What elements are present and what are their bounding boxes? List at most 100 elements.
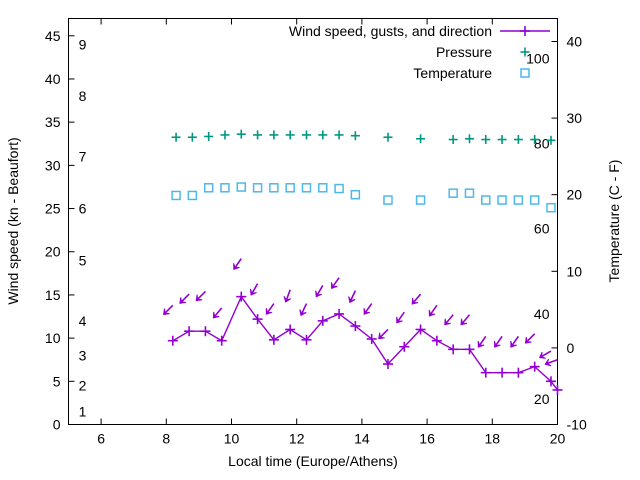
beaufort-label: 6 bbox=[79, 201, 87, 217]
y-tick-label: 40 bbox=[45, 71, 61, 87]
x-tick-label: 18 bbox=[485, 431, 501, 447]
barb-head bbox=[428, 309, 436, 317]
legend-label: Pressure bbox=[436, 44, 492, 60]
beaufort-label: 9 bbox=[79, 36, 87, 52]
plot-frame bbox=[68, 18, 558, 425]
x-tick-label: 20 bbox=[550, 431, 566, 447]
fahrenheit-label: 20 bbox=[534, 391, 550, 407]
barb-head bbox=[524, 336, 532, 344]
chart-legend: Wind speed, gusts, and direction Pressure… bbox=[289, 23, 550, 81]
legend-label: Wind speed, gusts, and direction bbox=[289, 23, 492, 39]
y2-axis-title: Temperature (C - F) bbox=[606, 160, 622, 283]
wind-direction-barb bbox=[378, 328, 389, 340]
series-temperature bbox=[171, 182, 556, 213]
x-tick-label: 14 bbox=[354, 431, 370, 447]
barb-head bbox=[249, 288, 257, 296]
beaufort-label: 5 bbox=[79, 252, 87, 268]
wind-direction-barb bbox=[265, 303, 275, 315]
wind-direction-barb bbox=[510, 335, 520, 348]
wind-direction-barb bbox=[348, 290, 357, 304]
temperature-marker bbox=[269, 183, 279, 193]
barb-head bbox=[283, 295, 292, 303]
y-axis-title: Wind speed (kn - Beaufort) bbox=[5, 137, 21, 304]
barb-head bbox=[315, 290, 322, 298]
barb-head bbox=[444, 318, 451, 326]
wind-direction-barb bbox=[544, 358, 558, 367]
wind-direction-barb bbox=[363, 303, 373, 315]
temperature-marker bbox=[203, 183, 214, 193]
barb-head bbox=[265, 308, 273, 315]
beaufort-scale-labels: 1 2 3 4 5 6 7 8 9 bbox=[79, 36, 87, 419]
x-tick-label: 6 bbox=[97, 431, 105, 447]
barb-head bbox=[348, 296, 356, 304]
fahrenheit-label: 60 bbox=[534, 220, 550, 236]
temperature-marker bbox=[448, 188, 458, 198]
barb-head bbox=[477, 340, 485, 348]
barb-head bbox=[195, 294, 203, 302]
barb-head bbox=[330, 282, 338, 289]
beaufort-label: 1 bbox=[79, 404, 87, 420]
barb-head bbox=[299, 309, 307, 317]
barb-head bbox=[163, 308, 170, 316]
wind-direction-barb bbox=[444, 314, 454, 326]
barb-head bbox=[363, 308, 371, 315]
barb-head bbox=[396, 316, 403, 324]
legend-marker bbox=[520, 68, 530, 78]
series-pressure bbox=[171, 129, 556, 145]
y-tick-label: 25 bbox=[45, 201, 61, 217]
wind-direction-barb bbox=[195, 290, 206, 302]
series-wind bbox=[163, 258, 563, 395]
temperature-marker bbox=[220, 183, 230, 193]
temperature-marker bbox=[529, 195, 540, 205]
wind-direction-barb bbox=[538, 350, 552, 359]
wind-direction-barb bbox=[396, 311, 405, 324]
barb-head bbox=[493, 340, 501, 348]
wind-direction-barb bbox=[179, 293, 190, 304]
temperature-marker bbox=[187, 190, 198, 201]
wind-direction-barb bbox=[163, 304, 174, 316]
legend-label: Temperature bbox=[413, 65, 492, 81]
beaufort-label: 2 bbox=[79, 378, 87, 394]
fahrenheit-label: 40 bbox=[534, 306, 550, 322]
beaufort-label: 3 bbox=[79, 347, 87, 363]
wind-direction-barb bbox=[249, 283, 259, 296]
barb-head bbox=[378, 332, 385, 340]
temperature-marker bbox=[415, 195, 426, 205]
temperature-marker bbox=[236, 182, 247, 192]
temperature-marker bbox=[383, 195, 393, 205]
wind-direction-barb bbox=[477, 335, 487, 348]
wind-direction-barb bbox=[233, 258, 242, 270]
beaufort-label: 8 bbox=[79, 88, 87, 104]
wind-direction-barb bbox=[299, 303, 308, 317]
x-tick-label: 12 bbox=[289, 431, 305, 447]
barb-head bbox=[411, 297, 419, 305]
temperature-marker bbox=[350, 189, 361, 200]
y-axis-ticks: 0 5 10 15 20 25 30 35 40 45 bbox=[45, 28, 75, 433]
y2-axis-ticks: -10 0 10 20 30 40 bbox=[551, 33, 587, 433]
x-axis-title: Local time (Europe/Athens) bbox=[228, 453, 398, 469]
barb-head bbox=[538, 351, 546, 359]
temperature-marker bbox=[171, 190, 181, 201]
wind-direction-barb bbox=[330, 277, 340, 289]
y2-tick-label: 30 bbox=[567, 110, 583, 126]
barb-head bbox=[233, 263, 240, 270]
y2-tick-label: 0 bbox=[567, 340, 575, 356]
y-tick-label: 5 bbox=[53, 373, 61, 389]
temperature-marker bbox=[497, 195, 507, 205]
temperature-marker bbox=[464, 188, 475, 198]
wind-direction-barb bbox=[411, 293, 422, 305]
wind-direction-barb bbox=[283, 289, 292, 303]
y2-tick-label: 40 bbox=[567, 33, 583, 49]
temperature-marker bbox=[318, 183, 328, 193]
y-tick-label: 45 bbox=[45, 28, 61, 44]
temperature-marker bbox=[334, 183, 344, 194]
y2-tick-label: -10 bbox=[567, 417, 587, 433]
y-tick-label: 30 bbox=[45, 157, 61, 173]
fahrenheit-scale-labels: 20 40 60 80 100 bbox=[526, 50, 550, 407]
wind-direction-barb bbox=[524, 333, 536, 344]
y2-tick-label: 10 bbox=[567, 263, 583, 279]
fahrenheit-label: 80 bbox=[534, 135, 550, 151]
barb-head bbox=[460, 318, 468, 326]
